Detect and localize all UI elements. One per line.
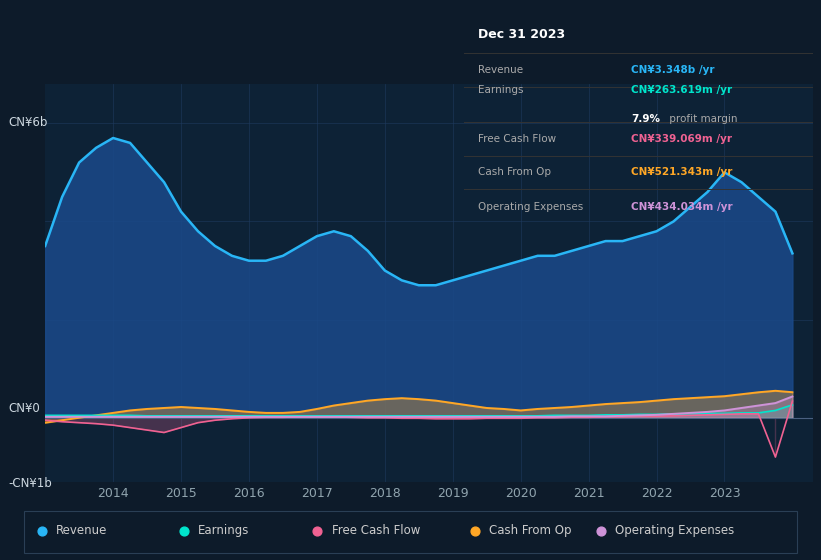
Text: Earnings: Earnings: [198, 524, 249, 538]
Text: 7.9%: 7.9%: [631, 114, 660, 124]
Text: CN¥0: CN¥0: [8, 402, 40, 415]
Text: CN¥6b: CN¥6b: [8, 116, 48, 129]
Text: Cash From Op: Cash From Op: [478, 167, 551, 178]
Text: Free Cash Flow: Free Cash Flow: [478, 134, 556, 144]
Text: CN¥434.034m /yr: CN¥434.034m /yr: [631, 202, 733, 212]
Text: Operating Expenses: Operating Expenses: [478, 202, 583, 212]
Text: CN¥3.348b /yr: CN¥3.348b /yr: [631, 65, 715, 75]
Text: CN¥263.619m /yr: CN¥263.619m /yr: [631, 85, 732, 95]
Text: Dec 31 2023: Dec 31 2023: [478, 29, 565, 41]
Text: Free Cash Flow: Free Cash Flow: [332, 524, 420, 538]
Text: Operating Expenses: Operating Expenses: [616, 524, 735, 538]
Point: [35, 526, 48, 535]
Text: Earnings: Earnings: [478, 85, 523, 95]
Text: Revenue: Revenue: [478, 65, 523, 75]
Point: [469, 526, 482, 535]
Text: profit margin: profit margin: [667, 114, 738, 124]
Text: -CN¥1b: -CN¥1b: [8, 477, 52, 491]
Text: Revenue: Revenue: [56, 524, 108, 538]
Point: [594, 526, 608, 535]
Text: CN¥339.069m /yr: CN¥339.069m /yr: [631, 134, 732, 144]
Point: [177, 526, 190, 535]
Text: Cash From Op: Cash From Op: [489, 524, 571, 538]
Point: [311, 526, 324, 535]
Text: CN¥521.343m /yr: CN¥521.343m /yr: [631, 167, 732, 178]
